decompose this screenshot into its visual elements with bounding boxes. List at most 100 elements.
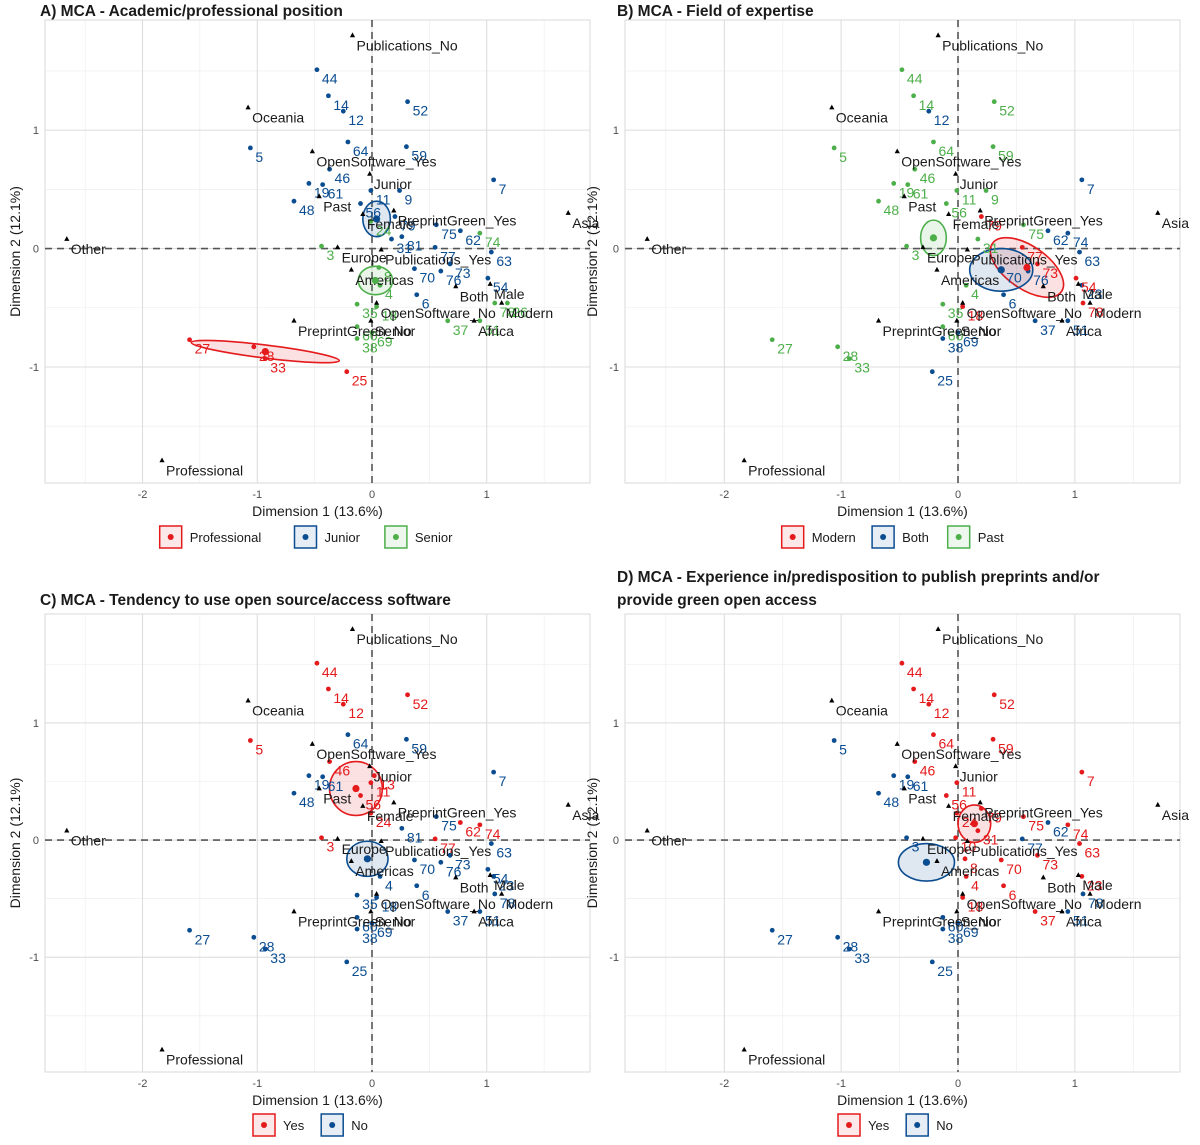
variable-point — [875, 908, 882, 914]
individual-point — [1045, 820, 1051, 825]
variable-label: Africa — [478, 914, 514, 930]
individual-label: 4 — [971, 877, 979, 893]
variable-point — [920, 835, 926, 841]
individual-label: 33 — [854, 360, 870, 376]
variable-label: Past — [323, 198, 351, 214]
individual-point — [247, 145, 253, 151]
individual-point — [991, 99, 997, 105]
individual-label: 14 — [333, 97, 349, 113]
variable-label: Past — [323, 791, 351, 807]
individual-point — [1032, 318, 1038, 324]
legend-item-past: Past — [946, 525, 1004, 549]
variable-point — [360, 211, 366, 216]
individual-point — [943, 201, 949, 206]
individual-label: 73 — [1042, 856, 1058, 872]
variable-label: Professional — [166, 463, 243, 479]
individual-point — [414, 883, 420, 889]
variable-point — [1040, 283, 1046, 289]
legend-key-dot — [789, 534, 796, 540]
individual-point — [327, 166, 332, 172]
individual-label: 61 — [913, 186, 929, 202]
individual-label: 48 — [299, 202, 315, 218]
variable-point — [245, 697, 251, 703]
variable-label: OpenSoftware_No — [967, 305, 1082, 321]
individual-point — [940, 301, 946, 307]
individual-label: 7 — [499, 773, 507, 789]
individual-label: 48 — [299, 794, 315, 810]
x-tick-label: 1 — [1072, 489, 1078, 501]
variable-point — [946, 211, 952, 216]
individual-point — [340, 108, 346, 114]
individual-point — [1045, 228, 1051, 234]
individual-label: 44 — [907, 71, 923, 87]
legend-label: Past — [978, 530, 1004, 545]
individual-point — [354, 301, 360, 307]
legend-item-no: No — [320, 1113, 368, 1137]
individual-point — [491, 769, 497, 775]
legend-item-both: Both — [871, 525, 929, 549]
y-tick-label: 0 — [33, 835, 39, 847]
individual-point — [963, 873, 969, 879]
individual-label: 59 — [411, 740, 427, 756]
individual-label: 26 — [512, 304, 528, 320]
variable-label: PreprintGreen_Yes — [984, 805, 1103, 821]
individual-label: 31 — [983, 240, 999, 256]
x-tick-label: -2 — [138, 489, 148, 501]
individual-point — [831, 738, 837, 743]
variable-point — [946, 803, 952, 808]
individual-point — [953, 835, 959, 841]
legend-label: No — [936, 1118, 953, 1133]
individual-label: 10 — [961, 839, 977, 855]
legend-label: Both — [902, 530, 929, 545]
variable-point — [894, 741, 900, 746]
individual-point — [354, 914, 360, 920]
variable-point — [391, 799, 397, 805]
individual-point — [345, 139, 351, 145]
variable-point — [1155, 801, 1161, 807]
legend-item-senior: Senior — [384, 525, 453, 549]
x-tick-label: 0 — [369, 1078, 375, 1090]
variable-label: Publications_Yes — [385, 843, 491, 859]
individual-point — [247, 738, 253, 743]
x-axis-title: Dimension 1 (13.6%) — [837, 503, 968, 519]
individual-point — [405, 99, 410, 105]
variable-point — [373, 890, 380, 896]
individual-label: 27 — [777, 341, 793, 357]
individual-point — [412, 266, 417, 272]
individual-point — [251, 934, 257, 940]
individual-label: 46 — [335, 170, 351, 186]
variable-point — [309, 741, 315, 746]
y-tick-label: 0 — [33, 244, 39, 256]
individual-label: 33 — [270, 360, 286, 376]
individual-label: 35 — [362, 305, 378, 321]
individual-point — [990, 144, 996, 150]
individual-point — [251, 344, 257, 350]
individual-label: 59 — [411, 148, 427, 164]
variable-label: PreprintGreen_Yes — [398, 213, 517, 229]
individual-point — [397, 188, 402, 193]
individual-label: 61 — [913, 778, 929, 794]
individual-label: 25 — [937, 963, 953, 979]
variable-point — [368, 317, 374, 323]
individual-point — [963, 282, 969, 288]
individual-label: 18 — [382, 308, 398, 324]
individual-label: 62 — [1053, 232, 1069, 248]
individual-label: 73 — [1042, 265, 1058, 281]
variable-label: Male — [1082, 286, 1113, 302]
variable-label: Europe — [342, 249, 387, 265]
variable-point — [901, 193, 907, 199]
variable-point — [1059, 908, 1065, 914]
group-centroid — [997, 266, 1005, 274]
individual-point — [291, 198, 297, 204]
individual-label: 18 — [968, 898, 984, 914]
individual-label: 6 — [1009, 887, 1017, 903]
individual-label: 70 — [1006, 270, 1022, 286]
individual-point — [975, 236, 981, 242]
variable-label: Professional — [748, 463, 825, 479]
individual-point — [320, 182, 326, 187]
individual-label: 63 — [1085, 845, 1101, 861]
individual-label: 24 — [376, 814, 392, 830]
individual-label: 76 — [446, 863, 462, 879]
individual-point — [358, 793, 363, 798]
